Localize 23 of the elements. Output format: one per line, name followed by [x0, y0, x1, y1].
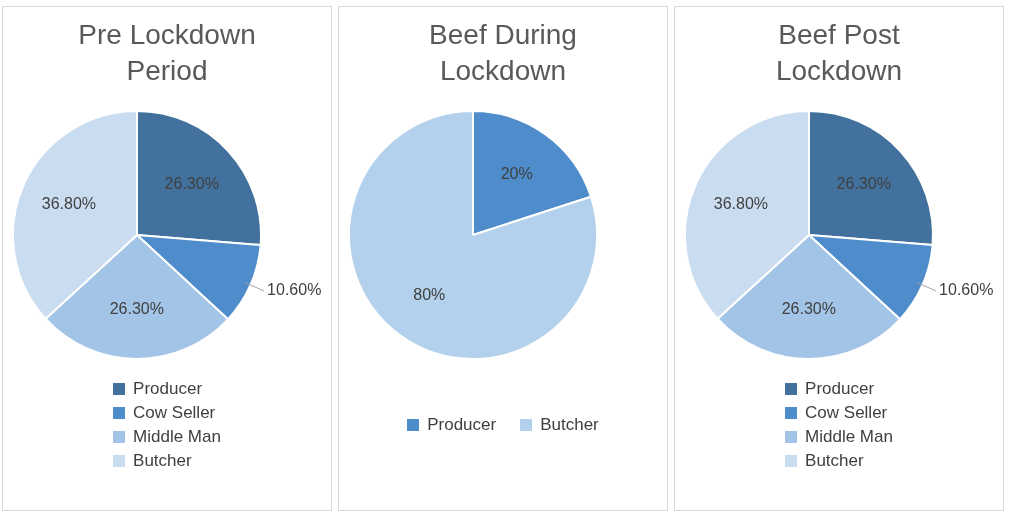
- data-label: 10.60%: [939, 281, 994, 299]
- legend-label: Cow Seller: [133, 403, 216, 423]
- legend-label: Middle Man: [805, 427, 893, 447]
- legend-label: Producer: [133, 379, 203, 399]
- data-label: 26.30%: [164, 174, 219, 192]
- legend-label: Producer: [805, 379, 875, 399]
- data-label: 20%: [500, 165, 533, 183]
- data-label: 26.30%: [109, 299, 164, 317]
- legend-label: Middle Man: [133, 427, 221, 447]
- data-label: 36.80%: [713, 195, 769, 213]
- data-label: 26.30%: [836, 174, 891, 192]
- data-label: 36.80%: [41, 195, 97, 213]
- chart-title: Beef During Lockdown: [428, 18, 578, 88]
- chart-title: Beef Post Lockdown: [774, 18, 904, 88]
- data-label: 80%: [413, 285, 446, 303]
- chart-title: Pre Lockdown Period: [77, 18, 257, 88]
- legend-label: Butcher: [805, 451, 864, 471]
- legend-label: Cow Seller: [805, 403, 888, 423]
- data-label: 10.60%: [267, 281, 322, 299]
- legend-label: Producer: [427, 415, 497, 435]
- legend-label: Butcher: [540, 415, 599, 435]
- legend-label: Butcher: [133, 451, 192, 471]
- data-label: 26.30%: [781, 299, 836, 317]
